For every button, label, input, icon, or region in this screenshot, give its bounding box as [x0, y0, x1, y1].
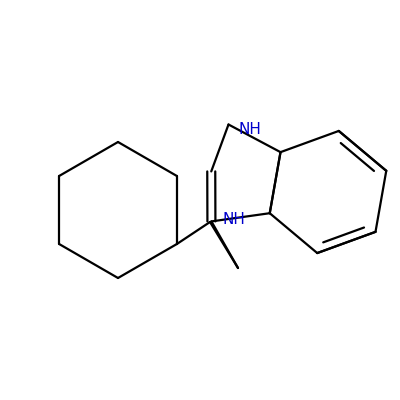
Text: NH: NH	[238, 122, 261, 137]
Text: NH: NH	[222, 212, 245, 228]
